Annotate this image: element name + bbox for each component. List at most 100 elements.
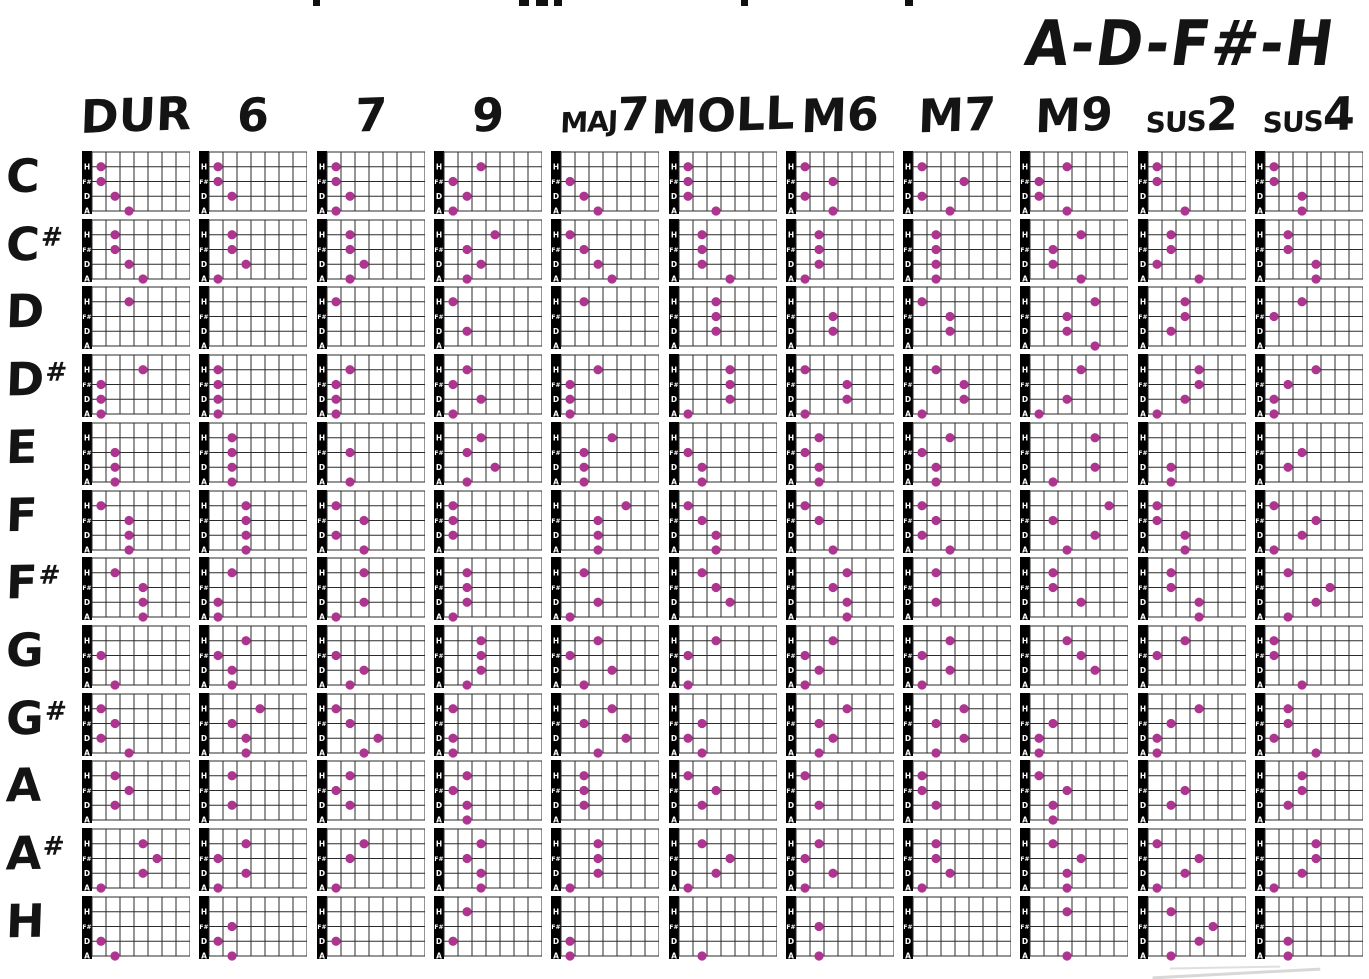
finger-dot <box>828 733 838 743</box>
chord-diagram: H F# DA <box>199 828 308 893</box>
chord-diagram: H F# DA <box>1020 421 1129 487</box>
finger-dot <box>476 432 486 443</box>
finger-dot <box>372 733 383 743</box>
svg-text:A: A <box>553 545 559 554</box>
chord-diagram: H F# DA <box>903 557 1012 622</box>
svg-text:F#: F# <box>82 788 91 795</box>
chord-diagram: H F# DA <box>1137 421 1247 487</box>
chord-diagram: H F# DA <box>316 286 426 351</box>
svg-text:A: A <box>84 545 90 554</box>
svg-text:H: H <box>318 298 324 307</box>
chord-diagram: H F# DA <box>1137 218 1247 284</box>
finger-dot <box>931 747 941 758</box>
chord-F#-6: H F# D A <box>199 555 308 623</box>
svg-text:H: H <box>788 298 794 307</box>
finger-dot <box>1208 921 1218 931</box>
column-header-7: 7 <box>353 87 388 143</box>
finger-dot <box>1062 883 1072 893</box>
svg-text:F#: F# <box>1021 179 1030 186</box>
svg-text:H: H <box>84 772 90 781</box>
finger-dot <box>1090 665 1100 675</box>
svg-text:A: A <box>788 410 794 419</box>
finger-dot <box>1297 680 1307 690</box>
finger-dot <box>842 597 852 608</box>
finger-dot <box>1166 906 1176 917</box>
svg-text:D: D <box>1140 869 1146 878</box>
svg-text:H: H <box>1022 298 1028 307</box>
finger-dot <box>696 839 707 849</box>
chord-diagram: H F# DA <box>82 557 191 622</box>
svg-text:F#: F# <box>200 518 209 525</box>
finger-dot <box>1062 206 1072 216</box>
row-label-C: C <box>5 148 41 204</box>
chord-F#-9: H F# D A <box>433 555 543 623</box>
svg-text:F#: F# <box>1255 585 1264 592</box>
chord-diagram: H F# DA <box>199 557 308 622</box>
svg-text:A: A <box>553 477 559 486</box>
svg-text:A: A <box>1022 207 1028 216</box>
svg-text:A: A <box>905 274 911 283</box>
chord-diagram: H F# DA <box>785 828 895 893</box>
svg-text:D: D <box>670 260 676 269</box>
svg-text:H: H <box>553 230 559 239</box>
svg-text:F#: F# <box>1021 450 1030 457</box>
svg-text:D: D <box>553 327 559 336</box>
finger-dot <box>724 365 735 375</box>
svg-text:A: A <box>436 477 442 486</box>
chord-A-6: H F# D A <box>199 758 308 826</box>
svg-text:H: H <box>318 230 324 239</box>
svg-text:A: A <box>671 410 677 419</box>
chord-diagram: H F# DA <box>785 624 895 690</box>
finger-dot <box>1180 394 1190 404</box>
finger-dot <box>682 409 693 419</box>
svg-text:D: D <box>84 260 90 269</box>
finger-dot <box>842 568 852 578</box>
finger-dot <box>96 500 106 510</box>
svg-text:F#: F# <box>786 450 795 457</box>
chord-G-SUS2: H F# D A <box>1137 623 1247 691</box>
finger-dot <box>227 447 237 457</box>
finger-dot <box>814 432 824 443</box>
svg-text:F#: F# <box>434 585 443 592</box>
chord-diagram: H F# DA <box>1137 760 1247 825</box>
finger-dot <box>1048 718 1058 728</box>
finger-dot <box>1166 800 1176 811</box>
chord-diagram: H F# DA <box>1137 286 1247 351</box>
svg-text:D: D <box>1257 733 1263 742</box>
svg-text:H: H <box>553 636 559 645</box>
svg-text:F#: F# <box>552 653 561 660</box>
svg-text:F#: F# <box>904 247 913 254</box>
svg-text:H: H <box>553 839 559 848</box>
chord-C#-DUR: H F# D A <box>82 217 191 285</box>
svg-text:F#: F# <box>552 450 561 457</box>
finger-dot <box>710 636 721 646</box>
finger-dot <box>1297 530 1307 540</box>
svg-text:D: D <box>788 666 794 675</box>
svg-text:F#: F# <box>1138 924 1147 931</box>
finger-dot <box>724 394 735 404</box>
svg-text:H: H <box>201 365 207 374</box>
svg-text:D: D <box>905 395 911 404</box>
svg-text:A: A <box>319 342 325 351</box>
svg-text:H: H <box>553 433 559 442</box>
finger-dot <box>1152 162 1162 172</box>
svg-text:A: A <box>1022 816 1028 825</box>
svg-text:F#: F# <box>1021 856 1030 863</box>
finger-dot <box>330 409 341 419</box>
svg-text:D: D <box>201 395 207 404</box>
chord-diagram: H F# DA <box>1137 895 1247 961</box>
svg-text:D: D <box>201 869 207 878</box>
chord-diagram: H F# DA <box>903 895 1012 960</box>
svg-text:A: A <box>553 410 559 419</box>
finger-dot <box>1180 786 1190 796</box>
finger-dot <box>814 462 824 472</box>
finger-dot <box>1194 274 1204 284</box>
chord-diagram: H F# DA <box>551 286 660 351</box>
finger-dot <box>476 883 486 893</box>
svg-text:H: H <box>1257 704 1263 713</box>
svg-text:F#: F# <box>317 179 326 186</box>
row-label-D: D <box>5 284 46 339</box>
svg-text:A: A <box>319 613 325 622</box>
finger-dot <box>710 868 721 878</box>
svg-text:F#: F# <box>669 314 678 321</box>
